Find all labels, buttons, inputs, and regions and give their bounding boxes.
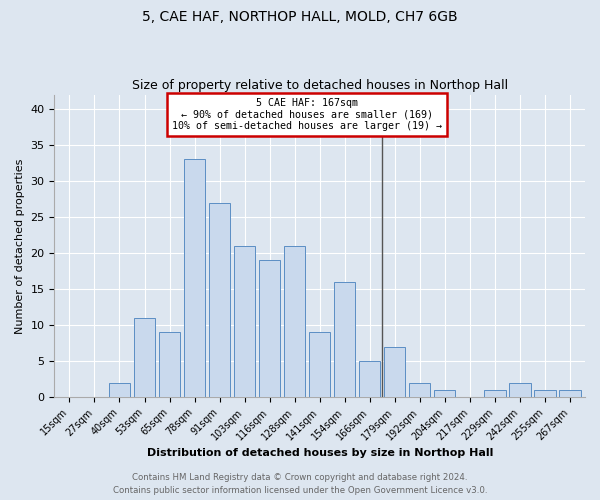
Bar [384, 347, 406, 397]
Text: Contains HM Land Registry data © Crown copyright and database right 2024.
Contai: Contains HM Land Registry data © Crown c… [113, 474, 487, 495]
Bar [484, 390, 506, 397]
Bar [409, 383, 430, 397]
Bar [284, 246, 305, 397]
Title: Size of property relative to detached houses in Northop Hall: Size of property relative to detached ho… [131, 79, 508, 92]
Bar [209, 202, 230, 397]
Bar [109, 383, 130, 397]
Bar [434, 390, 455, 397]
Bar [334, 282, 355, 397]
Bar [234, 246, 255, 397]
Bar [184, 160, 205, 397]
Bar [359, 361, 380, 397]
Text: 5, CAE HAF, NORTHOP HALL, MOLD, CH7 6GB: 5, CAE HAF, NORTHOP HALL, MOLD, CH7 6GB [142, 10, 458, 24]
Bar [159, 332, 180, 397]
Bar [509, 383, 530, 397]
Bar [559, 390, 581, 397]
Bar [259, 260, 280, 397]
X-axis label: Distribution of detached houses by size in Northop Hall: Distribution of detached houses by size … [146, 448, 493, 458]
Bar [535, 390, 556, 397]
Y-axis label: Number of detached properties: Number of detached properties [15, 158, 25, 334]
Text: 5 CAE HAF: 167sqm
← 90% of detached houses are smaller (169)
10% of semi-detache: 5 CAE HAF: 167sqm ← 90% of detached hous… [172, 98, 442, 132]
Bar [134, 318, 155, 397]
Bar [309, 332, 331, 397]
